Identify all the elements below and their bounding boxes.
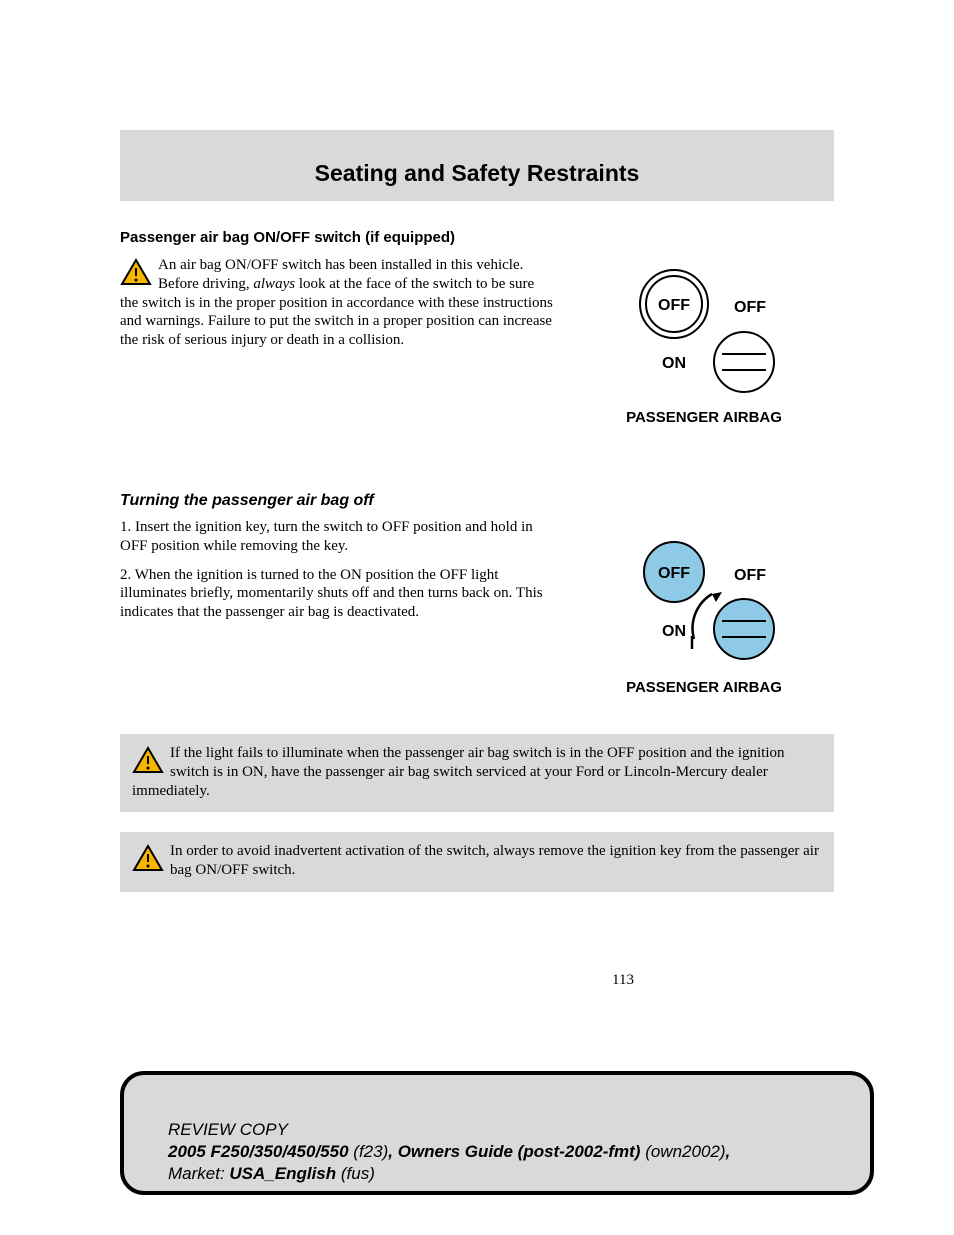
diagram2-caption: PASSENGER AIRBAG — [626, 679, 782, 696]
footer-sep2: , — [726, 1142, 731, 1161]
warning-text-italic: always — [253, 276, 295, 292]
footer-sep1: , — [388, 1142, 397, 1161]
footer-line-3: Market: USA_English (fus) — [168, 1163, 850, 1185]
diagram2-on: ON — [662, 623, 686, 640]
diagram2-off-left: OFF — [658, 565, 690, 582]
step-1: 1. Insert the ignition key, turn the swi… — [120, 518, 554, 556]
airbag-switch-diagram-1: OFF OFF ON PASSENGER AIRBAG — [574, 256, 834, 442]
section-header: Seating and Safety Restraints — [120, 130, 834, 201]
warning-triangle-icon — [120, 258, 152, 286]
procedure-heading: Turning the passenger air bag off — [120, 492, 834, 510]
warning-triangle-icon — [132, 844, 164, 872]
diagram2-off-right: OFF — [734, 567, 766, 584]
warning-paragraph-1: An air bag ON/OFF switch has been instal… — [120, 256, 554, 442]
step-2: 2. When the ignition is turned to the ON… — [120, 566, 554, 622]
warning-box-1: If the light fails to illuminate when th… — [120, 734, 834, 812]
footer-line-1: REVIEW COPY — [168, 1119, 850, 1141]
subsection-heading: Passenger air bag ON/OFF switch (if equi… — [120, 229, 834, 246]
warning-box-2-text: In order to avoid inadvertent activation… — [170, 843, 819, 878]
diagram1-caption: PASSENGER AIRBAG — [626, 409, 782, 426]
warning-box-1-text: If the light fails to illuminate when th… — [132, 745, 785, 799]
document-page: Seating and Safety Restraints Passenger … — [0, 0, 954, 1235]
procedure-steps: 1. Insert the ignition key, turn the swi… — [120, 518, 554, 714]
diagram1-off-right: OFF — [734, 299, 766, 316]
footer-market: USA_English — [229, 1164, 340, 1183]
diagram1-off-left: OFF — [658, 297, 690, 314]
footer-box: REVIEW COPY 2005 F250/350/450/550 (f23),… — [120, 1071, 874, 1195]
content-row-2: 1. Insert the ignition key, turn the swi… — [120, 518, 834, 714]
warning-box-2: In order to avoid inadvertent activation… — [120, 832, 834, 892]
page-number: 113 — [120, 972, 834, 989]
footer-code1: (f23) — [353, 1142, 388, 1161]
footer-market-label: Market: — [168, 1164, 229, 1183]
footer-vehicle: 2005 F250/350/450/550 — [168, 1142, 353, 1161]
diagram1-on: ON — [662, 355, 686, 372]
footer-guide: Owners Guide (post-2002-fmt) — [398, 1142, 645, 1161]
footer-line-2: 2005 F250/350/450/550 (f23), Owners Guid… — [168, 1141, 850, 1163]
content-row-1: An air bag ON/OFF switch has been instal… — [120, 256, 834, 442]
footer-code2: (own2002) — [645, 1142, 725, 1161]
section-header-title: Seating and Safety Restraints — [315, 160, 640, 186]
airbag-switch-diagram-2: OFF OFF ON PASSENGER AIRBAG — [574, 518, 834, 714]
footer-code3: (fus) — [341, 1164, 375, 1183]
warning-triangle-icon — [132, 746, 164, 774]
